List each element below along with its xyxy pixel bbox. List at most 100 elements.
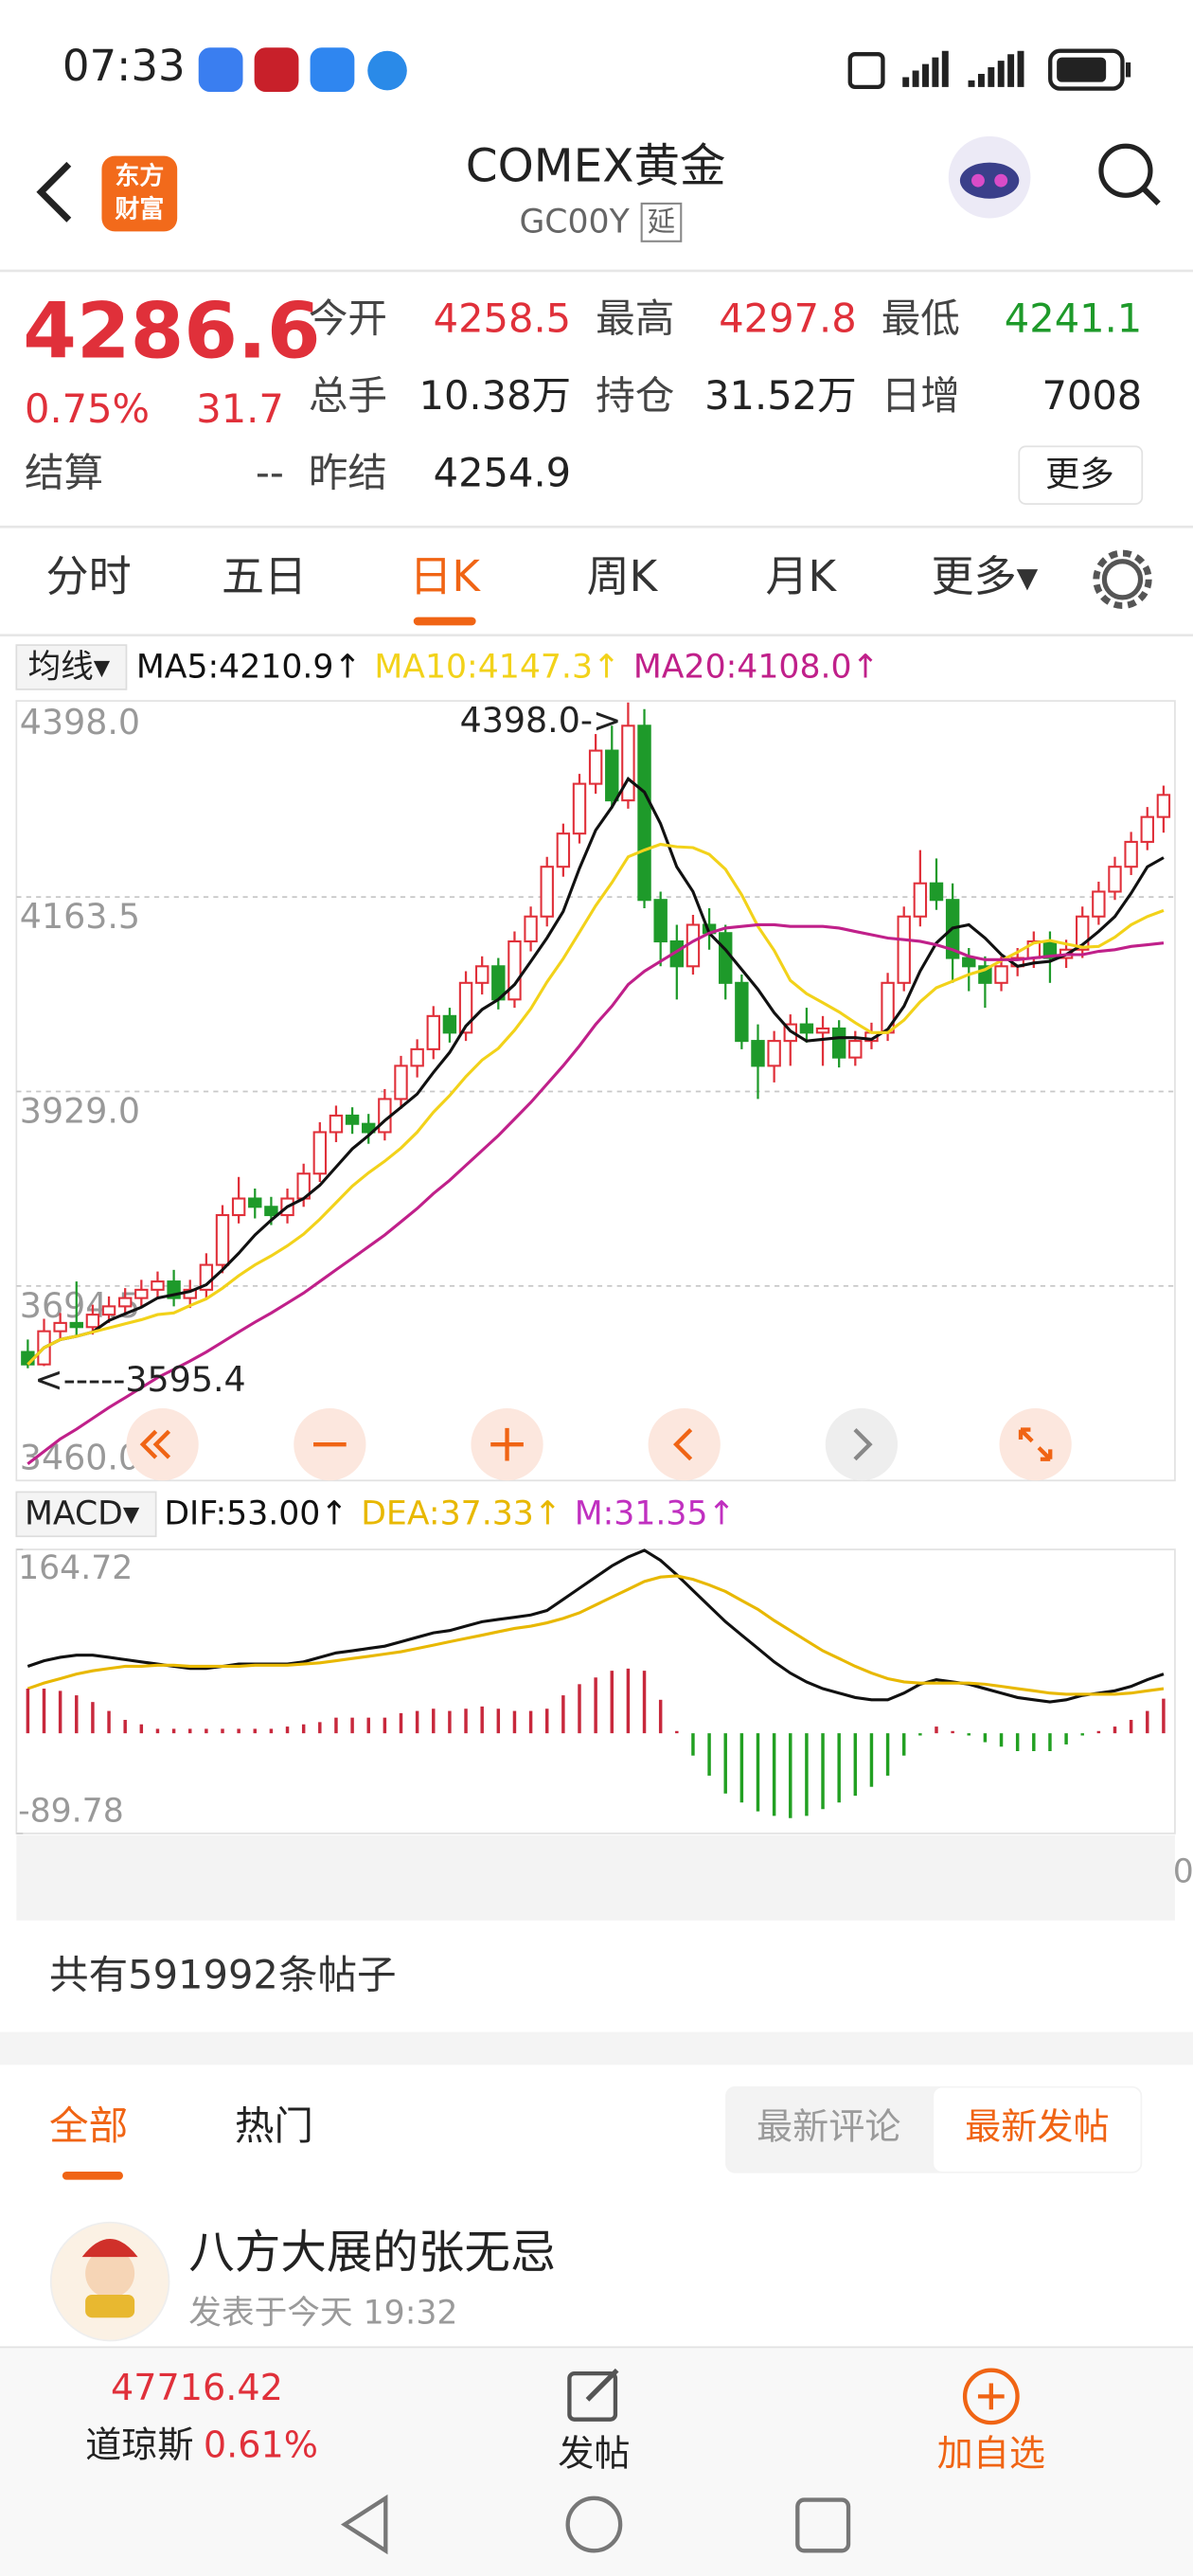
candle-body bbox=[474, 965, 490, 984]
candle-body bbox=[962, 957, 976, 968]
candle-body bbox=[69, 1321, 83, 1329]
candle-body bbox=[151, 1280, 165, 1291]
action-label[interactable]: 加自选 bbox=[937, 2432, 1045, 2474]
more-button[interactable] bbox=[1018, 445, 1144, 505]
field-value: 4254.9 bbox=[434, 450, 571, 496]
candle-body bbox=[588, 749, 603, 785]
field-label: 最高 bbox=[596, 295, 674, 342]
period-tab[interactable]: 分时 bbox=[46, 551, 132, 601]
period-tab[interactable]: 更多▾ bbox=[932, 551, 1039, 601]
more-label[interactable]: 更多 bbox=[1045, 454, 1114, 494]
zoom-buttons bbox=[126, 1408, 1072, 1481]
candle-body bbox=[540, 866, 554, 918]
date-strip bbox=[16, 1834, 1175, 1921]
tab-underline bbox=[62, 2171, 123, 2180]
legend-entry: MA20:4108.0↑ bbox=[633, 648, 880, 686]
field-label: 结算 bbox=[25, 450, 103, 496]
candle-body bbox=[410, 1047, 424, 1067]
field-value: -- bbox=[256, 450, 284, 496]
candle-body bbox=[815, 1027, 830, 1034]
candle-body bbox=[621, 724, 635, 802]
candle-body bbox=[848, 1040, 863, 1059]
candle-body bbox=[426, 1014, 440, 1050]
search-button[interactable] bbox=[1098, 143, 1161, 206]
candle-body bbox=[751, 1040, 765, 1067]
candle-body bbox=[458, 981, 473, 1034]
assistant-avatar[interactable] bbox=[948, 135, 1031, 219]
candle-body bbox=[799, 1023, 814, 1034]
status-icons bbox=[198, 47, 1131, 93]
index-name[interactable]: 道琼斯 bbox=[85, 2424, 193, 2466]
candle-body bbox=[1108, 866, 1122, 893]
candle-body bbox=[913, 882, 928, 918]
candle-body bbox=[231, 1197, 246, 1217]
candle-body bbox=[85, 1314, 100, 1329]
legend-entry: M:31.35↑ bbox=[575, 1495, 736, 1533]
sort-option[interactable]: 最新评论 bbox=[757, 2105, 900, 2147]
post-tab[interactable]: 全部 bbox=[49, 2102, 128, 2149]
y-tick-label: 3460.0 bbox=[20, 1437, 140, 1477]
candle-body bbox=[215, 1213, 230, 1266]
indicator-menu[interactable]: 均线▾ bbox=[27, 648, 110, 686]
candle-body bbox=[329, 1114, 344, 1134]
index-change[interactable]: 0.61% bbox=[204, 2424, 318, 2466]
period-tab[interactable]: 日K bbox=[409, 551, 481, 601]
compose-icon[interactable] bbox=[567, 2368, 619, 2422]
field-label: 持仓 bbox=[596, 372, 674, 419]
period-tab[interactable]: 周K bbox=[587, 551, 659, 601]
candle-body bbox=[637, 724, 651, 902]
y-tick-label: 4163.5 bbox=[20, 896, 140, 937]
indicator-menu-box[interactable] bbox=[15, 644, 128, 690]
section-gap bbox=[0, 2031, 1193, 2066]
candle-body bbox=[1124, 840, 1138, 868]
change: 31.7 bbox=[196, 385, 284, 432]
field-label: 总手 bbox=[309, 372, 387, 419]
candle-body bbox=[1156, 794, 1171, 818]
nav-bar bbox=[340, 2494, 851, 2555]
ma-line bbox=[27, 922, 1165, 1466]
post-author[interactable]: 八方大展的张无忌 bbox=[188, 2226, 556, 2279]
legend-entry: DIF:53.00↑ bbox=[164, 1495, 347, 1533]
field-value: 4258.5 bbox=[434, 295, 571, 342]
candle-body bbox=[735, 981, 749, 1043]
post-count: 共有591992条帖子 bbox=[49, 1951, 397, 1997]
indicator-menu[interactable]: MACD▾ bbox=[25, 1495, 140, 1533]
candle-body bbox=[394, 1064, 408, 1100]
back-button[interactable] bbox=[36, 161, 72, 223]
add-watch-icon[interactable] bbox=[962, 2368, 1020, 2425]
candle-body bbox=[524, 915, 538, 943]
min-annotation: <-----3595.4 bbox=[34, 1359, 245, 1400]
sort-option[interactable]: 最新发帖 bbox=[965, 2105, 1109, 2147]
tab-underline bbox=[413, 617, 476, 626]
candle-body bbox=[101, 1305, 116, 1316]
indicator-menu-box[interactable] bbox=[15, 1491, 157, 1538]
quote-fields: 今开 4258.5 最高 4297.8 最低 4241.1 总手 10.38万 持仓 31.52万… bbox=[309, 295, 1142, 496]
y-tick-label: -89.78 bbox=[18, 1792, 124, 1830]
last-price: 4286.6 bbox=[23, 287, 320, 377]
action-label[interactable]: 发帖 bbox=[558, 2432, 630, 2474]
field-value: 4297.8 bbox=[719, 295, 856, 342]
badge-box bbox=[640, 202, 683, 242]
period-tabs: 分时 五日 日K 周K 月K 更多▾ bbox=[46, 551, 1039, 626]
y-tick-label: 4398.0 bbox=[20, 702, 140, 742]
period-tab[interactable]: 月K bbox=[765, 551, 837, 601]
max-annotation: 4398.0-> bbox=[460, 700, 622, 741]
logo-text: 财富 bbox=[115, 194, 164, 224]
candle-body bbox=[605, 749, 619, 802]
y-tick-label: 3929.0 bbox=[20, 1091, 140, 1132]
candle-body bbox=[994, 965, 1008, 984]
candle-body bbox=[442, 1014, 457, 1034]
post-tab[interactable]: 热门 bbox=[235, 2102, 313, 2149]
candle-body bbox=[312, 1131, 328, 1175]
y-tick-label: 164.72 bbox=[18, 1549, 133, 1587]
header-code: GC00Y bbox=[519, 204, 630, 242]
legend-entry: MA5:4210.9↑ bbox=[136, 648, 362, 686]
candle-body bbox=[929, 882, 944, 902]
period-tab[interactable]: 五日 bbox=[222, 551, 307, 601]
header-title: COMEX黄金 bbox=[466, 140, 726, 193]
sort-active-bg bbox=[934, 2087, 1141, 2172]
index-value[interactable]: 47716.42 bbox=[111, 2367, 283, 2408]
candle-body bbox=[507, 939, 522, 1001]
settings-button[interactable] bbox=[1093, 549, 1152, 609]
